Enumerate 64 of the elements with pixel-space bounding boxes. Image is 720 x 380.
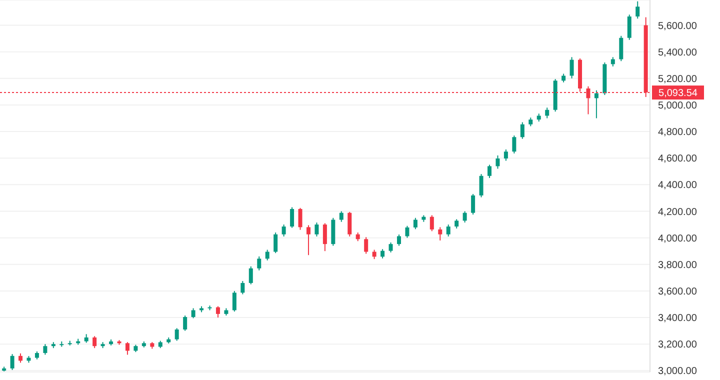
candlestick xyxy=(290,206,294,228)
candlestick xyxy=(339,210,344,222)
candlestick xyxy=(274,232,278,254)
candlestick xyxy=(183,315,188,332)
candlestick xyxy=(232,290,236,312)
candlestick xyxy=(610,56,615,67)
candlestick xyxy=(545,107,550,119)
y-tick-label: 5,000.00 xyxy=(658,100,698,112)
y-tick-label: 4,400.00 xyxy=(658,180,698,192)
y-tick-label: 3,200.00 xyxy=(658,340,698,351)
y-tick-label: 5,600.00 xyxy=(658,20,698,32)
candlestick xyxy=(125,342,130,356)
candlestick xyxy=(520,122,524,140)
candlestick xyxy=(248,266,253,285)
candlestick xyxy=(438,226,442,241)
y-tick-label: 4,600.00 xyxy=(658,154,698,165)
candlestick xyxy=(216,306,220,318)
candlestick xyxy=(462,210,467,224)
candlestick xyxy=(314,222,319,237)
y-tick-label: 5,200.00 xyxy=(658,74,698,85)
candlestick xyxy=(396,234,401,246)
candlestick xyxy=(594,90,598,119)
candlestick xyxy=(471,193,476,216)
y-tick-label: 5,400.00 xyxy=(658,47,698,58)
candlestick xyxy=(496,154,500,170)
candlestick xyxy=(446,224,450,237)
candlestick xyxy=(10,354,14,371)
candlestick xyxy=(364,236,368,254)
candlestick xyxy=(18,352,23,364)
candlestick xyxy=(92,336,97,349)
candlestick xyxy=(265,249,270,261)
candlestick xyxy=(636,0,640,20)
candlestick xyxy=(570,56,574,79)
y-tick-label: 3,600.00 xyxy=(658,286,698,298)
candlestick xyxy=(298,207,302,230)
candlestick xyxy=(430,214,434,232)
candlestick xyxy=(388,242,393,253)
candlestick xyxy=(405,225,410,238)
candlestick xyxy=(488,164,492,179)
candlestick xyxy=(306,224,310,256)
candlestick xyxy=(348,211,352,237)
y-tick-label: 4,000.00 xyxy=(658,233,698,244)
candlestick xyxy=(282,224,286,237)
candlestick xyxy=(322,222,327,252)
candlestick xyxy=(479,174,484,198)
candlestick xyxy=(380,248,385,259)
candlestick xyxy=(174,328,179,342)
y-tick-label: 4,800.00 xyxy=(658,127,698,138)
candlestick xyxy=(627,14,632,40)
candlestick xyxy=(619,35,624,62)
candlestick xyxy=(504,148,508,162)
y-tick-label: 4,200.00 xyxy=(658,206,698,218)
candlestick xyxy=(512,135,516,154)
ref-line-label: 5,093.54 xyxy=(658,88,698,100)
candlestick xyxy=(454,218,459,230)
candlestick xyxy=(240,280,245,295)
y-tick-label: 3,800.00 xyxy=(658,260,698,271)
y-tick-label: 3,400.00 xyxy=(658,313,698,324)
candlestick xyxy=(372,249,376,260)
candlestick xyxy=(257,256,262,271)
candlestick xyxy=(413,217,418,230)
y-tick-label: 3,000.00 xyxy=(658,366,698,378)
candlestick xyxy=(43,344,48,356)
candlestick xyxy=(191,308,196,319)
